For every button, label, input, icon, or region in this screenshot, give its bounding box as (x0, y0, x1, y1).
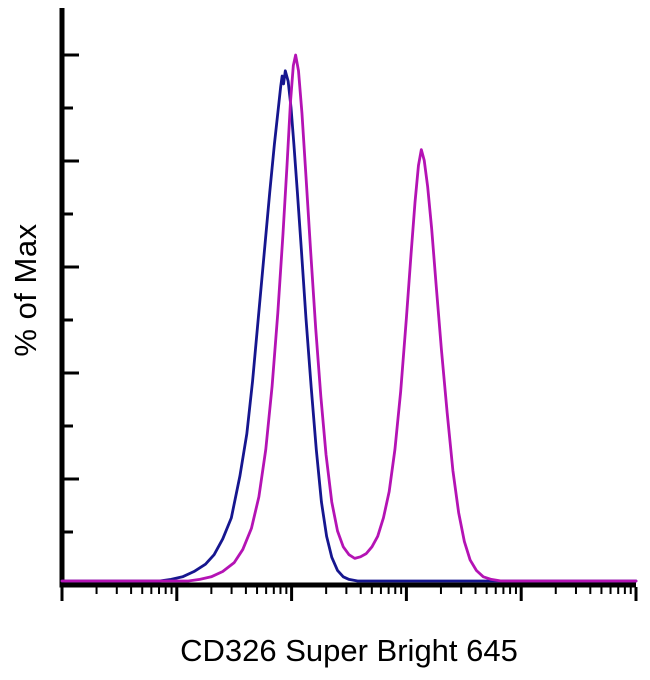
curve-magenta-histogram (60, 53, 638, 583)
y-axis-label: % of Max (8, 223, 43, 357)
curve-blue-histogram (60, 69, 638, 583)
x-axis-label: CD326 Super Bright 645 (180, 633, 518, 668)
